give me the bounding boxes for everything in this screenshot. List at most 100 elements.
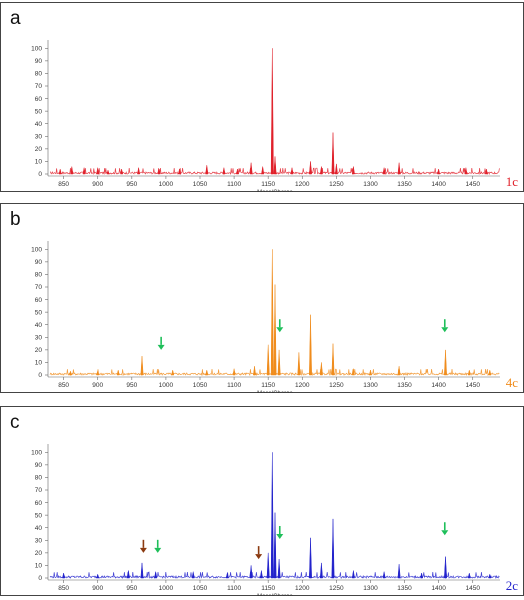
- spectrum-panel-b: b 0 10 20 30 40 50 60 70 80 90 100 850 900 950 1000 1050…: [0, 203, 524, 393]
- x-tick-label: 950: [126, 585, 137, 592]
- x-tick-label: 1000: [159, 382, 174, 389]
- arrow-head: [139, 547, 147, 553]
- peak-1275: [351, 570, 355, 579]
- peak-1275: [351, 368, 355, 376]
- y-tick-label: 70: [35, 83, 43, 90]
- x-tick-label: 1050: [193, 181, 208, 188]
- x-tick-label: 1200: [295, 382, 310, 389]
- peak-985: [154, 571, 158, 579]
- peak-1130: [253, 366, 256, 376]
- y-tick-label: 30: [35, 133, 43, 140]
- peak-1010: [171, 369, 175, 376]
- y-tick-label: 10: [35, 159, 43, 166]
- y-tick-label: 90: [35, 462, 43, 469]
- peak-1375: [420, 572, 424, 579]
- arrow-head: [441, 327, 449, 333]
- spectrum-svg: b 0 10 20 30 40 50 60 70 80 90 100 850 900 950 1000 1050…: [0, 203, 524, 393]
- x-tick-label: 1100: [227, 181, 241, 188]
- peak-1125: [249, 162, 253, 175]
- peak-1410: [444, 556, 447, 579]
- peak-1150: [266, 552, 270, 579]
- x-tick-label: 1300: [363, 181, 378, 188]
- peak-1160: [273, 284, 277, 376]
- x-tick-label: 1100: [227, 382, 241, 389]
- peak-965: [140, 562, 144, 579]
- y-tick-label: 90: [35, 259, 43, 266]
- x-axis-title: Mass/Charge: [257, 190, 293, 192]
- peak-860: [68, 370, 73, 376]
- peak-1150: [266, 344, 270, 376]
- y-tick-label: 0: [38, 575, 42, 582]
- y-tick-label: 80: [35, 272, 43, 279]
- peak-1090: [225, 572, 229, 579]
- y-tick-label: 70: [35, 487, 43, 494]
- peak-1470: [484, 168, 488, 175]
- peak-965: [140, 356, 144, 376]
- x-tick-label: 1450: [465, 585, 480, 592]
- peak-1060: [205, 369, 209, 376]
- peak-1212: [309, 537, 312, 579]
- peak-1342: [397, 564, 401, 579]
- peak-1250: [334, 163, 338, 175]
- peak-1105: [235, 168, 240, 175]
- peak-1445: [467, 369, 471, 376]
- y-tick-label: 40: [35, 322, 43, 329]
- spectrum-svg: c 0 10 20 30 40 50 60 70 80 90 100 850 900 950 1000 1050…: [0, 406, 524, 596]
- peak-1195: [297, 352, 301, 376]
- panel-letter: b: [10, 209, 21, 230]
- arrow-head: [276, 327, 284, 333]
- x-tick-label: 1350: [397, 382, 412, 389]
- peak-1320: [382, 167, 386, 175]
- x-tick-label: 1000: [159, 585, 174, 592]
- y-tick-label: 80: [35, 475, 43, 482]
- corner-tag: 2c: [506, 578, 519, 593]
- x-tick-label: 1050: [193, 585, 208, 592]
- peak-1060: [205, 165, 209, 175]
- peak-1440: [464, 167, 468, 175]
- y-tick-label: 100: [31, 449, 42, 456]
- x-tick-label: 1400: [431, 181, 446, 188]
- peak-845: [58, 168, 62, 175]
- peak-850: [62, 572, 66, 579]
- x-tick-label: 1350: [397, 181, 412, 188]
- peak-1125: [249, 565, 253, 579]
- x-tick-label: 1250: [329, 181, 344, 188]
- peak-1212: [309, 161, 312, 175]
- x-tick-label: 1150: [261, 382, 275, 389]
- x-tick-label: 1450: [465, 181, 480, 188]
- panel-letter: a: [10, 8, 21, 29]
- y-tick-label: 10: [35, 563, 43, 570]
- y-tick-label: 30: [35, 537, 43, 544]
- y-tick-label: 30: [35, 334, 43, 341]
- peak-880: [82, 167, 86, 175]
- x-tick-label: 1250: [329, 382, 344, 389]
- y-tick-label: 60: [35, 500, 43, 507]
- peak-990: [157, 168, 161, 175]
- peak-1245: [331, 132, 335, 175]
- x-tick-label: 850: [58, 585, 69, 592]
- peak-1300: [368, 369, 373, 376]
- peak-1020: [177, 168, 182, 175]
- peak-862: [70, 166, 74, 175]
- arrow-head: [154, 547, 162, 553]
- x-tick-label: 950: [126, 382, 137, 389]
- y-tick-label: 100: [31, 45, 42, 52]
- y-tick-label: 20: [35, 550, 43, 557]
- x-tick-label: 850: [58, 382, 69, 389]
- peak-1475: [488, 573, 492, 579]
- corner-tag: 1c: [506, 174, 519, 189]
- x-tick-label: 1100: [227, 585, 241, 592]
- x-tick-label: 1400: [431, 382, 446, 389]
- peak-1166: [277, 349, 281, 376]
- peak-1156: [270, 452, 274, 579]
- x-axis-title: Mass/Charge: [257, 391, 293, 393]
- peak-1245: [331, 343, 335, 376]
- peak-1040: [191, 571, 195, 579]
- peak-1085: [222, 167, 226, 175]
- x-tick-label: 1250: [329, 585, 344, 592]
- peak-1160: [273, 156, 277, 175]
- x-tick-label: 1400: [431, 585, 446, 592]
- panel-letter: c: [10, 412, 20, 433]
- y-tick-label: 40: [35, 121, 43, 128]
- y-tick-label: 20: [35, 347, 43, 354]
